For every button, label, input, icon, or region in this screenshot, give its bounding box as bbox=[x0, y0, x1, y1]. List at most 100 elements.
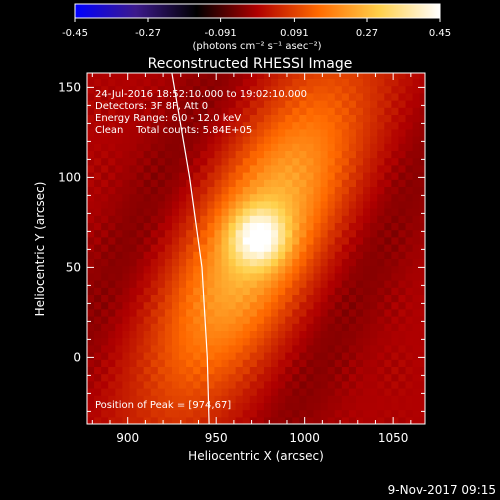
heatmap-cell bbox=[377, 186, 385, 195]
heatmap-cell bbox=[87, 294, 95, 303]
heatmap-cell bbox=[87, 121, 95, 130]
heatmap-cell bbox=[384, 316, 392, 324]
heatmap-cell bbox=[278, 402, 286, 411]
heatmap-cell bbox=[391, 128, 400, 137]
heatmap-cell bbox=[334, 78, 343, 87]
heatmap-cell bbox=[94, 265, 102, 274]
heatmap-cell bbox=[313, 294, 322, 303]
heatmap-cell bbox=[412, 416, 421, 424]
plot-frame bbox=[86, 72, 426, 425]
heatmap-cell bbox=[115, 409, 123, 418]
heatmap-cell bbox=[405, 128, 414, 137]
heatmap-cell bbox=[278, 193, 286, 202]
heatmap-cell bbox=[200, 373, 208, 382]
heatmap-cell bbox=[193, 107, 201, 115]
heatmap-cell bbox=[363, 222, 371, 231]
heatmap-cell bbox=[405, 215, 414, 223]
heatmap-cell bbox=[186, 388, 194, 396]
heatmap-cell bbox=[355, 388, 364, 396]
heatmap-cell bbox=[164, 121, 173, 130]
heatmap-cell bbox=[292, 388, 300, 396]
heatmap-cell bbox=[370, 294, 378, 303]
heatmap-cell bbox=[87, 251, 95, 259]
heatmap-cell bbox=[150, 78, 159, 87]
heatmap-cell bbox=[228, 121, 237, 130]
heatmap-cell bbox=[207, 258, 216, 267]
heatmap-cell bbox=[292, 316, 300, 324]
heatmap-cell bbox=[384, 157, 392, 166]
heatmap-cell bbox=[320, 143, 329, 151]
heatmap-cell bbox=[391, 172, 400, 180]
heatmap-cell bbox=[87, 128, 95, 137]
heatmap-cell bbox=[150, 85, 159, 94]
heatmap-cell bbox=[129, 128, 138, 137]
heatmap-cell bbox=[412, 100, 421, 108]
heatmap-cell bbox=[348, 294, 357, 303]
heatmap-cell bbox=[348, 308, 357, 317]
heatmap-cell bbox=[179, 272, 187, 281]
heatmap-cell bbox=[263, 143, 272, 151]
heatmap-cell bbox=[122, 229, 131, 238]
heatmap-cell bbox=[334, 236, 343, 245]
heatmap-cell bbox=[256, 208, 265, 216]
heatmap-cell bbox=[334, 294, 343, 303]
heatmap-cell bbox=[143, 301, 152, 310]
heatmap-cell bbox=[87, 85, 95, 94]
heatmap-cell bbox=[370, 208, 378, 216]
heatmap-cell bbox=[285, 215, 293, 223]
x-tick-label: 900 bbox=[116, 431, 139, 445]
heatmap-cell bbox=[87, 409, 95, 418]
heatmap-cell bbox=[377, 114, 385, 123]
heatmap-cell bbox=[299, 301, 308, 310]
heatmap-cell bbox=[405, 208, 414, 216]
heatmap-cell bbox=[355, 373, 364, 382]
heatmap-cell bbox=[412, 208, 421, 216]
heatmap-cell bbox=[164, 308, 173, 317]
heatmap-cell bbox=[249, 251, 258, 259]
heatmap-cell bbox=[143, 193, 152, 202]
heatmap-cell bbox=[115, 193, 123, 202]
heatmap-cell bbox=[398, 157, 407, 166]
y-tick-label: 150 bbox=[58, 80, 81, 94]
heatmap-cell bbox=[94, 330, 102, 339]
heatmap-cell bbox=[157, 114, 166, 123]
heatmap-cell bbox=[355, 366, 364, 375]
heatmap-cell bbox=[87, 78, 95, 87]
heatmap-cell bbox=[419, 272, 425, 281]
heatmap-cell bbox=[136, 373, 145, 382]
heatmap-cell bbox=[398, 107, 407, 115]
heatmap-cell bbox=[398, 409, 407, 418]
chart-title: Reconstructed RHESSI Image bbox=[148, 56, 353, 72]
heatmap-cell bbox=[171, 344, 180, 353]
heatmap-cell bbox=[157, 222, 166, 231]
heatmap-cell bbox=[278, 380, 286, 389]
heatmap-cell bbox=[341, 272, 350, 281]
heatmap-cell bbox=[334, 100, 343, 108]
heatmap-cell bbox=[355, 308, 364, 317]
heatmap-cell bbox=[377, 330, 385, 339]
heatmap-cell bbox=[263, 150, 272, 159]
heatmap-cell bbox=[108, 193, 116, 202]
heatmap-cell bbox=[186, 395, 194, 403]
heatmap-cell bbox=[320, 337, 329, 346]
heatmap-cell bbox=[405, 359, 414, 367]
colorbar-ticks: -0.45 -0.27 -0.091 0.091 0.27 0.45 bbox=[62, 18, 451, 39]
heatmap-cell bbox=[384, 186, 392, 195]
heatmap-cell bbox=[271, 265, 279, 274]
heatmap-cell bbox=[200, 344, 208, 353]
heatmap-cell bbox=[285, 186, 293, 195]
heatmap-cell bbox=[87, 215, 95, 223]
heatmap-cell bbox=[143, 128, 152, 137]
heatmap-cell bbox=[299, 272, 308, 281]
heatmap-cell bbox=[214, 323, 223, 331]
heatmap-cell bbox=[87, 380, 95, 389]
heatmap-cell bbox=[363, 236, 371, 245]
heatmap-cell bbox=[320, 409, 329, 418]
heatmap-cell bbox=[398, 316, 407, 324]
heatmap-cell bbox=[193, 388, 201, 396]
heatmap-cell bbox=[193, 128, 201, 137]
heatmap-cell bbox=[271, 272, 279, 281]
heatmap-cell bbox=[391, 316, 400, 324]
heatmap-cell bbox=[256, 128, 265, 137]
heatmap-cell bbox=[108, 344, 116, 353]
